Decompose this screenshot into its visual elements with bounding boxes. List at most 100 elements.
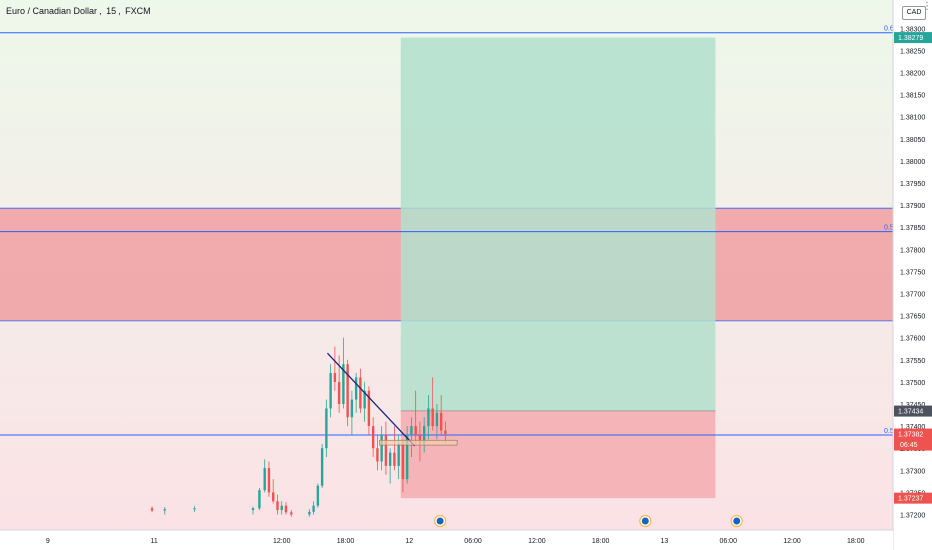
price-tick-label: 1.38050 — [900, 137, 925, 144]
exchange-label: FXCM — [125, 6, 151, 16]
candle-body — [363, 390, 366, 409]
candle-body — [393, 452, 396, 466]
time-tick-label: 12:00 — [273, 538, 291, 545]
title-separator: , — [118, 6, 121, 16]
profit-zone — [400, 37, 716, 412]
candle-body — [272, 492, 275, 502]
currency-badge[interactable]: CAD — [902, 6, 926, 20]
candle-body — [401, 443, 405, 480]
candle-body — [435, 412, 439, 427]
time-tick-label: 12 — [405, 538, 413, 545]
candle-body — [333, 373, 337, 382]
candle-body — [267, 468, 271, 493]
title-separator: , — [99, 6, 102, 16]
price-tick-label: 1.37950 — [900, 181, 925, 188]
candle-body — [290, 512, 293, 515]
candle-body — [337, 381, 341, 404]
price-tick-label: 1.38300 — [900, 26, 925, 33]
price-tick-label: 1.38250 — [900, 48, 925, 55]
event-marker-icon — [436, 517, 444, 525]
price-tick-label: 1.38150 — [900, 93, 925, 100]
price-axis[interactable]: 1.38300 1.38250 1.38200 1.38150 1.38100 1.380… — [900, 26, 925, 519]
candles-layer — [150, 337, 447, 517]
price-label-tag — [894, 428, 932, 451]
price-tick-label: 1.37900 — [900, 203, 925, 210]
time-axis[interactable]: 9 11 12:00 18:00 12 06:00 12:00 18:00 13 06:00 12:… — [46, 538, 865, 545]
price-label-text: 1.37382 — [898, 432, 923, 439]
zones-layer — [0, 37, 893, 499]
price-labels-layer: 1.38279 1.37434 1.37382 06:45 1.37237 — [894, 32, 932, 504]
countdown-label: 06:45 — [900, 442, 918, 449]
candle-body — [431, 408, 434, 427]
price-tick-label: 1.37850 — [900, 225, 925, 232]
candle-body — [312, 505, 315, 512]
candle-body — [418, 434, 422, 444]
price-label-text: 1.37237 — [898, 496, 923, 503]
loss-zone — [400, 411, 716, 499]
candle-body — [427, 408, 430, 427]
price-label-text: 1.37434 — [898, 409, 923, 416]
price-tick-label: 1.37500 — [900, 380, 925, 387]
candle-body — [439, 412, 443, 431]
candle-body — [388, 452, 392, 466]
trendline — [326, 352, 416, 447]
candle-body — [380, 434, 383, 462]
price-tick-label: 1.37600 — [900, 336, 925, 343]
candle-body — [359, 377, 362, 409]
order-box — [379, 439, 458, 446]
event-marker-icon — [641, 517, 649, 525]
time-tick-label: 06:00 — [719, 538, 737, 545]
price-tick-label: 1.37400 — [900, 424, 925, 431]
candle-body — [163, 509, 166, 511]
price-tick-label: 1.37700 — [900, 292, 925, 299]
more-options-icon[interactable]: ⋮ — [922, 1, 932, 12]
interval-label: 15 — [106, 6, 117, 16]
horizontal-lines-layer: 0.6 0.5 0.5 — [0, 26, 894, 436]
candle-body — [376, 448, 379, 462]
price-tick-label: 1.38100 — [900, 115, 925, 122]
candle-body — [384, 434, 388, 466]
candle-body — [316, 485, 320, 506]
price-tick-label: 1.37750 — [900, 269, 925, 276]
candle-body — [367, 390, 371, 427]
time-tick-label: 06:00 — [464, 538, 482, 545]
time-tick-label: 18:00 — [847, 538, 865, 545]
candle-body — [325, 408, 328, 449]
candle-body — [308, 511, 311, 515]
time-axis-background — [0, 530, 893, 550]
event-marker-icon — [733, 517, 741, 525]
time-tick-label: 12:00 — [528, 538, 546, 545]
candle-body — [251, 508, 255, 511]
candle-body — [280, 505, 283, 511]
candle-body — [414, 426, 417, 435]
price-tick-label: 1.37300 — [900, 468, 925, 475]
price-axis-background — [893, 0, 932, 550]
symbol-name: Euro / Canadian Dollar — [6, 6, 98, 16]
time-tick-label: 13 — [661, 538, 669, 545]
candle-body — [422, 426, 426, 444]
candle-body — [410, 426, 413, 435]
price-label-tag — [894, 405, 932, 417]
candle-body — [258, 490, 261, 509]
candle-body — [320, 448, 324, 486]
price-label-tag — [894, 492, 932, 504]
candle-body — [371, 426, 375, 449]
time-tick-label: 18:00 — [337, 538, 355, 545]
candle-body — [405, 434, 409, 480]
horizontal-line-label: 0.5 — [884, 225, 894, 232]
horizontal-line-label: 0.6 — [884, 26, 894, 33]
price-tick-label: 1.37800 — [900, 247, 925, 254]
horizontal-line-label: 0.5 — [884, 428, 894, 435]
time-tick-label: 18:00 — [592, 538, 610, 545]
time-tick-label: 12:00 — [783, 538, 801, 545]
price-label-tag — [894, 32, 932, 44]
candle-body — [329, 373, 332, 409]
price-tick-label: 1.37550 — [900, 358, 925, 365]
candle-body — [354, 377, 358, 400]
candle-body — [444, 430, 447, 435]
candle-body — [397, 443, 400, 466]
price-tick-label: 1.38000 — [900, 159, 925, 166]
candle-body — [284, 505, 288, 513]
chart-title: Euro / Canadian Dollar, 15, FXCM — [6, 6, 153, 16]
